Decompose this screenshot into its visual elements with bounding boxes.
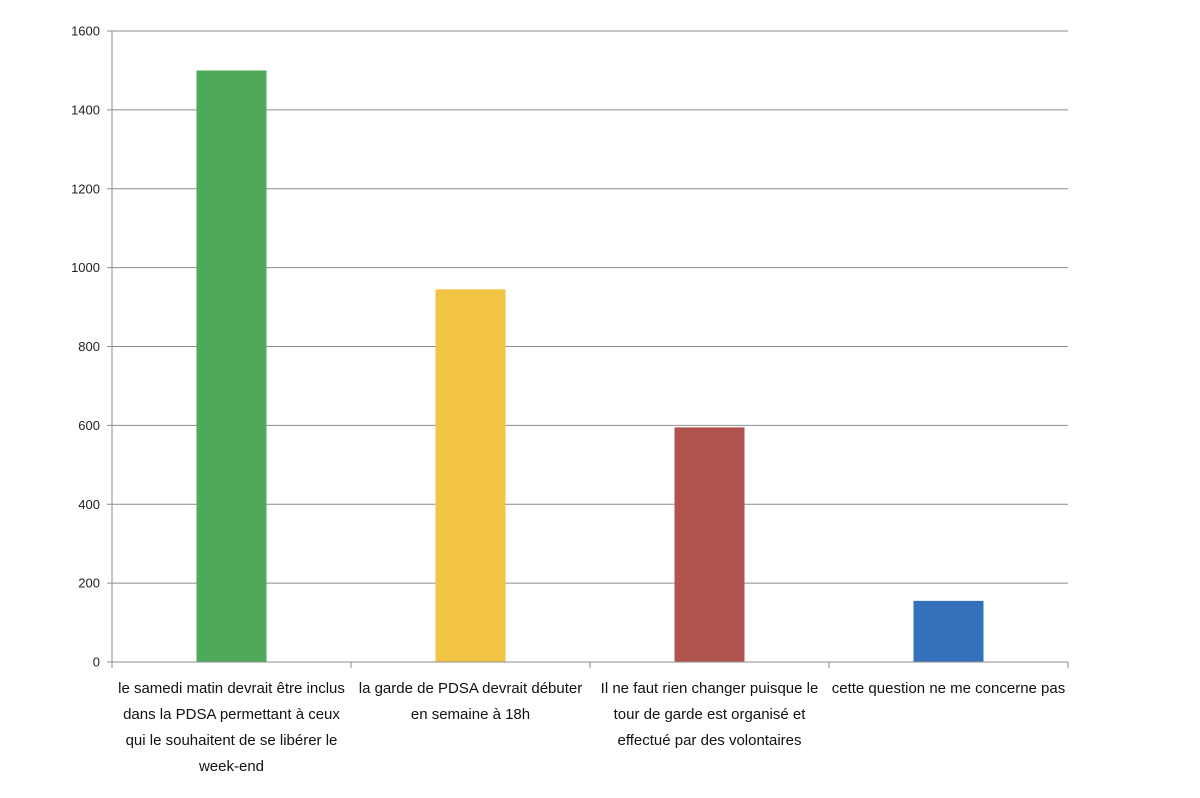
y-tick-label: 0 xyxy=(93,655,100,670)
bars xyxy=(196,70,984,662)
bar xyxy=(913,600,984,662)
x-axis-ticks xyxy=(111,662,1069,668)
y-tick-label: 1600 xyxy=(71,24,100,39)
bar xyxy=(435,289,506,662)
y-tick-label: 1000 xyxy=(71,260,100,275)
y-tick-label: 1200 xyxy=(71,181,100,196)
y-tick-label: 200 xyxy=(78,576,100,591)
category-label: la garde de PDSA devrait débuter en sema… xyxy=(358,680,583,723)
y-tick-label: 800 xyxy=(78,339,100,354)
category-label: le samedi matin devrait être inclus dans… xyxy=(118,680,345,775)
category-label: cette question ne me concerne pas xyxy=(831,680,1066,697)
y-tick-label: 400 xyxy=(78,497,100,512)
bar xyxy=(674,427,745,662)
gridlines xyxy=(112,30,1068,663)
y-tick-label: 1400 xyxy=(71,102,100,117)
bar xyxy=(196,70,267,662)
y-axis-ticks: 0 200 400 600 800 1000 1200 1400 1600 xyxy=(71,24,112,670)
y-tick-label: 600 xyxy=(78,418,100,433)
category-label: Il ne faut rien changer puisque le tour … xyxy=(600,680,819,749)
